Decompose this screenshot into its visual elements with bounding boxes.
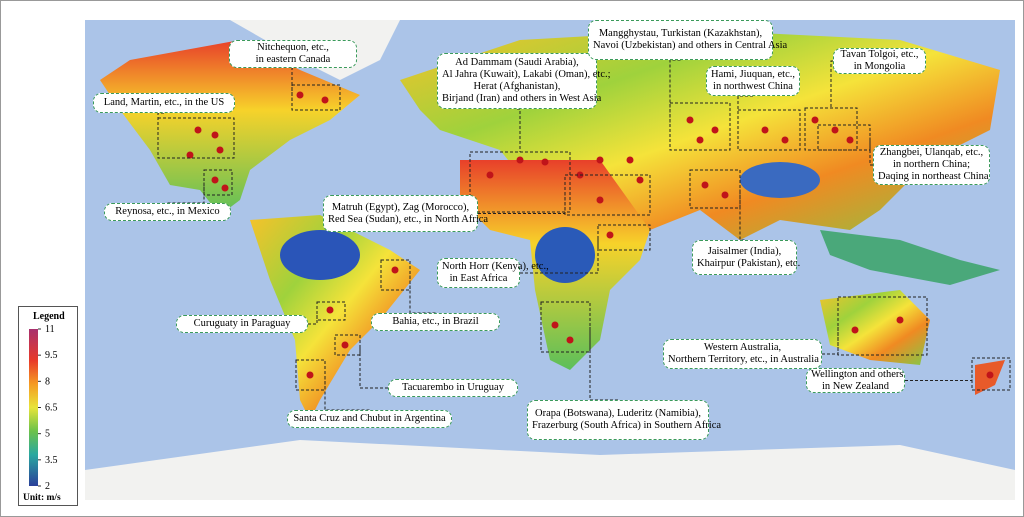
- label-line: North Horr (Kenya), etc.,: [442, 261, 549, 272]
- tibet-low-wind: [740, 162, 820, 198]
- label-line: Frazerburg (South Africa) in Southern Af…: [532, 420, 722, 431]
- australia: [820, 290, 930, 365]
- label-line: Birjand (Iran) and others in West Asia: [442, 93, 602, 104]
- connector: [520, 237, 599, 274]
- label-line: in eastern Canada: [255, 54, 331, 65]
- connector: [905, 374, 973, 381]
- region-box: [295, 359, 326, 391]
- region-box: [817, 124, 871, 151]
- label-line: Ad Dammam (Saudi Arabia),: [455, 57, 579, 68]
- legend-tick-label: 3.5: [45, 455, 58, 466]
- north-america: [100, 40, 360, 215]
- label-line: Al Jahra (Kuwait), Lakabi (Oman), etc.;: [442, 69, 611, 80]
- label-line: Mangghystau, Turkistan (Kazakhstan),: [598, 28, 763, 39]
- label-line: Orapa (Botswana), Luderitz (Namibia),: [535, 408, 701, 419]
- connector: [822, 326, 839, 355]
- legend-unit: Unit: m/s: [23, 493, 61, 503]
- label-line: in Mongolia: [853, 61, 906, 72]
- connector: [478, 195, 566, 214]
- place-label: Ad Dammam (Saudi Arabia), Al Jahra (Kuwai…: [437, 53, 611, 109]
- place-label: Zhangbei, Ulanqab, etc., in northern Chin…: [873, 145, 990, 185]
- place-label: Orapa (Botswana), Luderitz (Namibia), Fra…: [527, 400, 722, 440]
- label-line: Santa Cruz and Chubut in Argentina: [293, 413, 446, 424]
- label-line: Reynosa, etc., in Mexico: [115, 206, 220, 217]
- connector: [324, 375, 370, 411]
- label-line: Zhangbei, Ulanqab, etc.,: [879, 147, 984, 158]
- label-line: Khairpur (Pakistan), etc.: [697, 257, 801, 269]
- label-line: Jaisalmer (India),: [707, 245, 782, 257]
- label-line: Bahia, etc., in Brazil: [392, 316, 479, 327]
- place-label: Bahia, etc., in Brazil: [371, 313, 500, 331]
- label-line: Daqing in northeast China: [878, 171, 989, 182]
- label-line: Navoi (Uzbekistan) and others in Central…: [593, 40, 788, 51]
- legend: Legend 11 9.5 8 6.5 5 3.5 2 Unit: m/s: [18, 306, 78, 506]
- label-line: Herat (Afghanistan),: [473, 81, 561, 92]
- place-label: North Horr (Kenya), etc., in East Africa: [437, 258, 549, 288]
- label-line: Tavan Tolgoi, etc.,: [840, 49, 919, 60]
- amazon-low-wind: [280, 230, 360, 280]
- label-line: in northwest China: [713, 81, 793, 92]
- color-bar: [29, 329, 38, 486]
- connector: [830, 60, 833, 108]
- region-box: [540, 301, 591, 353]
- region-box: [597, 224, 651, 251]
- connector: [291, 67, 293, 98]
- place-label: Nitchequon, etc., in eastern Canada: [229, 40, 357, 68]
- place-label: Tavan Tolgoi, etc., in Mongolia: [833, 48, 926, 74]
- label-line: Western Australia,: [703, 342, 782, 353]
- label-line: Red Sea (Sudan), etc., in North Africa: [328, 213, 489, 225]
- place-label: Western Australia, Northern Territory, et…: [663, 339, 822, 369]
- place-label: Matruh (Egypt), Zag (Morocco), Red Sea (S…: [323, 195, 489, 232]
- connector: [737, 95, 753, 130]
- connector: [517, 108, 521, 152]
- label-line: Nitchequon, etc.,: [257, 42, 329, 53]
- legend-tick-label: 8: [45, 376, 50, 387]
- region-box: [203, 169, 233, 196]
- place-label: Reynosa, etc., in Mexico: [104, 203, 231, 221]
- legend-tick-label: 5: [45, 429, 50, 440]
- connector: [669, 59, 681, 127]
- legend-tick-label: 6.5: [45, 403, 58, 414]
- label-line: Hami, Jiuquan, etc.,: [711, 69, 795, 80]
- antarctica: [85, 440, 1015, 500]
- connector: [359, 345, 388, 389]
- label-line: Curuguaty in Paraguay: [193, 318, 291, 329]
- label-line: in northern China;: [893, 159, 970, 170]
- islands: [820, 230, 1000, 285]
- place-label: Hami, Jiuquan, etc., in northwest China: [706, 66, 800, 96]
- place-label: Curuguaty in Paraguay: [176, 315, 308, 333]
- place-label: Tacuarembo in Uruguay: [388, 379, 518, 397]
- label-line: in East Africa: [449, 273, 508, 284]
- legend-tick-label: 9.5: [45, 350, 58, 361]
- label-line: Wellington and others: [811, 368, 904, 380]
- region-box: [689, 169, 741, 209]
- legend-tick-label: 2: [45, 481, 50, 492]
- place-label: Mangghystau, Turkistan (Kazakhstan), Navo…: [588, 20, 788, 60]
- place-label: Land, Martin, etc., in the US: [93, 93, 235, 113]
- place-label: Santa Cruz and Chubut in Argentina: [287, 410, 452, 428]
- label-line: Matruh (Egypt), Zag (Morocco),: [331, 201, 470, 213]
- label-line: Land, Martin, etc., in the US: [103, 97, 225, 108]
- label-line: Northern Territory, etc., in Australia: [668, 354, 819, 365]
- legend-tick-label: 11: [45, 324, 55, 335]
- connector: [308, 311, 318, 325]
- place-label: Jaisalmer (India), Khairpur (Pakistan), e…: [692, 240, 801, 275]
- connector: [157, 112, 164, 138]
- congo-low-wind: [535, 227, 595, 283]
- label-line: in New Zealand: [821, 380, 890, 392]
- legend-bar: 11 9.5 8 6.5 5 3.5 2: [29, 324, 58, 492]
- region-box: [380, 259, 411, 291]
- label-line: Tacuarembo in Uruguay: [402, 382, 504, 393]
- legend-title: Legend: [33, 311, 65, 322]
- connector: [869, 137, 873, 166]
- region-box: [291, 84, 341, 111]
- region-box: [837, 296, 928, 356]
- place-label: Wellington and others in New Zealand: [806, 368, 905, 393]
- region-box: [737, 109, 801, 151]
